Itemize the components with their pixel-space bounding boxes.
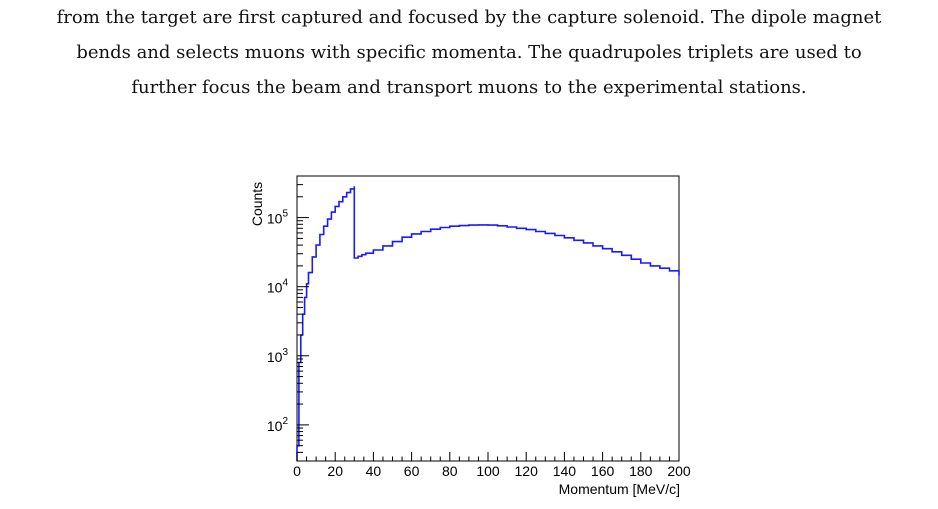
plot-area (296, 175, 680, 462)
x-tick-label: 200 (667, 463, 691, 479)
y-tick-label: 102 (267, 416, 289, 434)
x-tick-label: 160 (591, 463, 615, 479)
x-tick-label: 0 (293, 463, 301, 479)
x-tick-label: 80 (442, 463, 458, 479)
x-tick-label: 20 (327, 463, 343, 479)
x-tick-label: 140 (553, 463, 577, 479)
y-tick-label: 103 (267, 347, 289, 365)
x-tick-label: 60 (404, 463, 420, 479)
axis-ticks: 0 20 40 60 80 100 120 140 160 180 200 102 103 104 105 (267, 175, 691, 479)
body-text-line: bends and selects muons with specific mo… (76, 42, 862, 63)
body-text-block: from the target are first captured and f… (0, 0, 938, 105)
y-tick-label: 104 (267, 278, 289, 296)
data-series-line (296, 186, 680, 461)
x-tick-label: 180 (629, 463, 653, 479)
x-tick-label: 120 (515, 463, 539, 479)
body-text-line: further focus the beam and transport muo… (131, 77, 807, 98)
y-axis-label: Counts (249, 182, 265, 226)
x-axis-label: Momentum [MeV/c] (559, 481, 680, 497)
y-tick-label: 105 (267, 209, 289, 227)
body-text-line: from the target are first captured and f… (56, 7, 882, 28)
x-tick-label: 100 (476, 463, 500, 479)
x-tick-label: 40 (366, 463, 382, 479)
